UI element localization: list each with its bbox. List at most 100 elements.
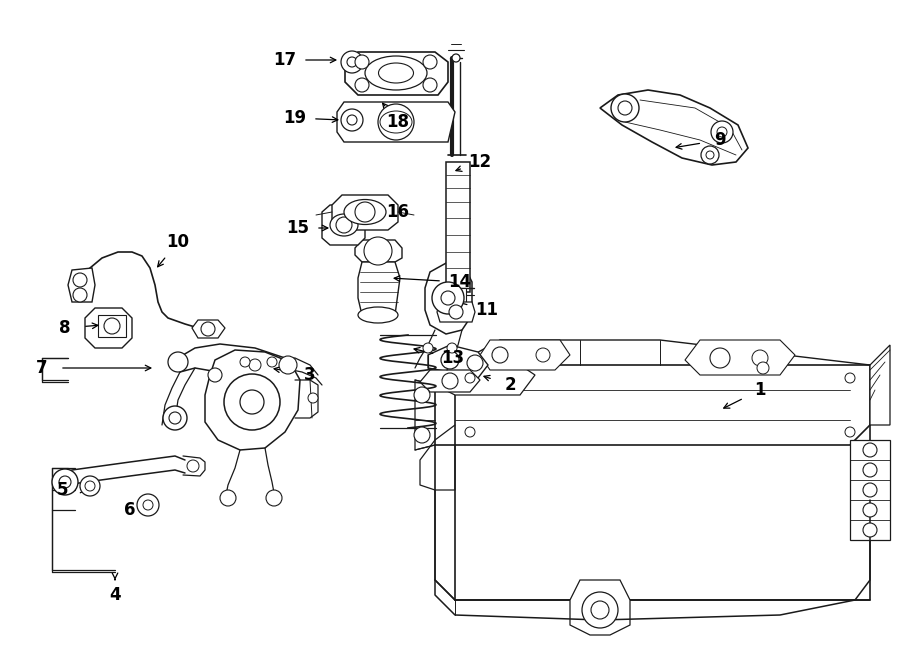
Ellipse shape <box>344 200 386 225</box>
Circle shape <box>347 115 357 125</box>
Text: 18: 18 <box>386 113 410 131</box>
Circle shape <box>249 359 261 371</box>
Polygon shape <box>425 262 472 334</box>
Text: 12: 12 <box>468 153 491 171</box>
Circle shape <box>465 373 475 383</box>
Circle shape <box>267 357 277 367</box>
Polygon shape <box>355 240 402 262</box>
Circle shape <box>414 427 430 443</box>
Text: 4: 4 <box>109 586 121 604</box>
Circle shape <box>240 390 264 414</box>
Circle shape <box>710 348 730 368</box>
Circle shape <box>845 373 855 383</box>
Polygon shape <box>337 102 455 142</box>
Ellipse shape <box>330 214 358 236</box>
Text: 14: 14 <box>448 273 472 291</box>
Circle shape <box>341 109 363 131</box>
Circle shape <box>618 101 632 115</box>
Circle shape <box>465 427 475 437</box>
Polygon shape <box>205 350 300 450</box>
Circle shape <box>711 121 733 143</box>
Polygon shape <box>345 52 448 95</box>
Text: 9: 9 <box>715 131 725 149</box>
Circle shape <box>163 406 187 430</box>
Circle shape <box>536 348 550 362</box>
Circle shape <box>347 57 357 67</box>
Circle shape <box>59 476 71 488</box>
Circle shape <box>423 78 437 92</box>
Polygon shape <box>437 302 475 322</box>
Polygon shape <box>685 340 795 375</box>
Circle shape <box>169 412 181 424</box>
Circle shape <box>447 343 457 353</box>
Ellipse shape <box>380 111 412 133</box>
Polygon shape <box>850 440 890 540</box>
Circle shape <box>378 104 414 140</box>
Circle shape <box>442 373 458 389</box>
Ellipse shape <box>379 63 413 83</box>
Circle shape <box>364 237 392 265</box>
Circle shape <box>432 282 464 314</box>
Circle shape <box>355 55 369 69</box>
Text: 3: 3 <box>304 366 316 384</box>
Circle shape <box>845 427 855 437</box>
Polygon shape <box>870 345 890 425</box>
Circle shape <box>52 469 78 495</box>
Circle shape <box>240 357 250 367</box>
Circle shape <box>717 127 727 137</box>
Circle shape <box>414 387 430 403</box>
Ellipse shape <box>358 307 398 323</box>
Circle shape <box>441 351 459 369</box>
Polygon shape <box>358 262 400 315</box>
Circle shape <box>266 490 282 506</box>
Circle shape <box>143 500 153 510</box>
Circle shape <box>611 94 639 122</box>
Bar <box>98 315 126 337</box>
Polygon shape <box>85 308 132 348</box>
Text: 6: 6 <box>124 501 136 519</box>
Text: 13: 13 <box>441 349 464 367</box>
Polygon shape <box>600 90 748 165</box>
Text: 2: 2 <box>504 376 516 394</box>
Circle shape <box>863 503 877 517</box>
Circle shape <box>582 592 618 628</box>
Polygon shape <box>68 268 95 302</box>
Polygon shape <box>192 320 225 338</box>
Text: 11: 11 <box>475 301 499 319</box>
Polygon shape <box>420 370 480 392</box>
Polygon shape <box>480 340 570 370</box>
Text: 16: 16 <box>386 203 410 221</box>
Text: 17: 17 <box>274 51 297 69</box>
Circle shape <box>423 343 433 353</box>
Circle shape <box>355 202 375 222</box>
Circle shape <box>452 54 460 62</box>
Circle shape <box>752 350 768 366</box>
Circle shape <box>208 368 222 382</box>
Circle shape <box>467 355 483 371</box>
Text: 5: 5 <box>58 481 68 499</box>
Circle shape <box>104 318 120 334</box>
Text: 7: 7 <box>36 359 48 377</box>
Circle shape <box>220 490 236 506</box>
Circle shape <box>355 78 369 92</box>
Circle shape <box>341 51 363 73</box>
Circle shape <box>423 55 437 69</box>
Circle shape <box>441 291 455 305</box>
Circle shape <box>757 362 769 374</box>
Circle shape <box>224 374 280 430</box>
Text: 15: 15 <box>286 219 310 237</box>
Polygon shape <box>322 205 365 245</box>
Circle shape <box>449 305 463 319</box>
Circle shape <box>863 483 877 497</box>
Circle shape <box>492 347 508 363</box>
Polygon shape <box>178 344 292 382</box>
Circle shape <box>85 481 95 491</box>
Polygon shape <box>428 345 488 378</box>
Circle shape <box>701 146 719 164</box>
Circle shape <box>336 217 352 233</box>
Polygon shape <box>435 365 535 395</box>
Circle shape <box>187 460 199 472</box>
Circle shape <box>279 356 297 374</box>
Polygon shape <box>332 195 398 230</box>
Bar <box>444 288 466 302</box>
